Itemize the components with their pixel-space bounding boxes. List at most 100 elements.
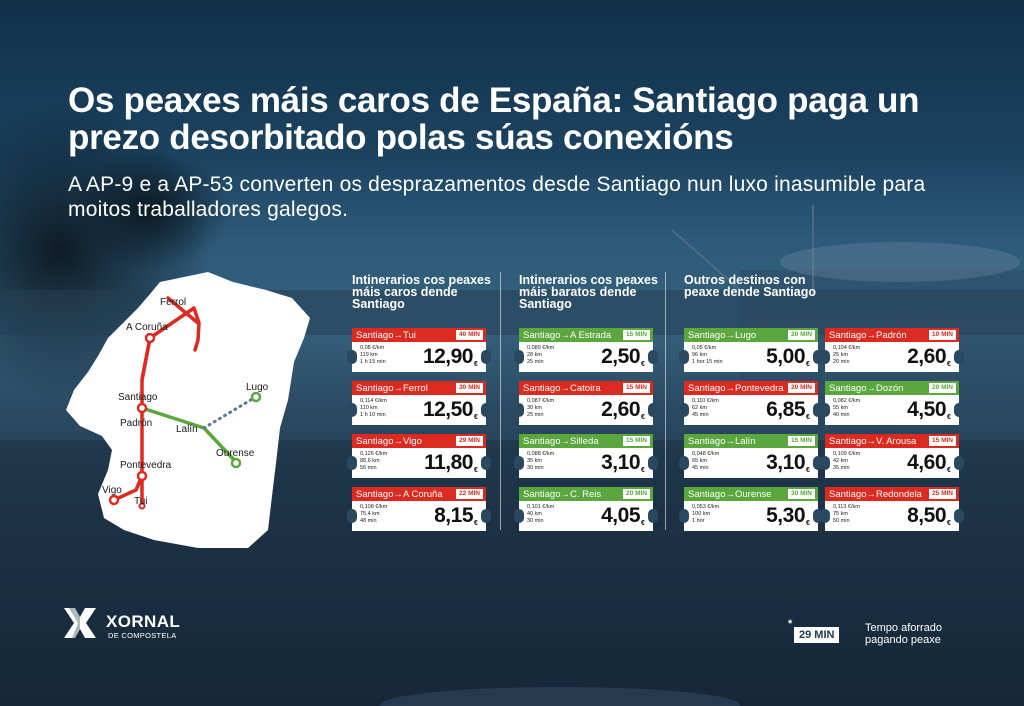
ticket-details: 0,087 €/km 30 km 25 min bbox=[527, 398, 554, 419]
ticket-notch bbox=[954, 403, 964, 417]
ticket-currency: € bbox=[806, 467, 810, 474]
route-ap53-lalin bbox=[140, 406, 206, 430]
x-logo-icon bbox=[64, 608, 96, 638]
ticket-details: 0,114 €/km 110 km 1 h 10 min bbox=[360, 398, 387, 419]
ticket-body: 0,08 €/km 119 km 1 h 15 min 12,90 € bbox=[347, 342, 491, 372]
ticket-header: Santiago→Lugo 20 MIN bbox=[684, 328, 818, 342]
ticket-cost-per-km: 0,048 €/km bbox=[692, 451, 720, 457]
legend-asterisk: * bbox=[788, 618, 793, 630]
ticket-cost-per-km: 0,082 €/km bbox=[833, 398, 861, 404]
city-label: Vigo bbox=[102, 485, 122, 496]
ticket-header: Santiago→Redondela 25 MIN bbox=[825, 487, 959, 501]
ticket-notch bbox=[347, 509, 357, 523]
ticket-route: Santiago→Silleda bbox=[523, 435, 599, 447]
ticket-header: Santiago→Silleda 15 MIN bbox=[519, 434, 653, 448]
ticket-header: Santiago→Padrón 10 MIN bbox=[825, 328, 959, 342]
ticket-minutes-badge: 20 MIN bbox=[929, 383, 956, 393]
ticket-notch bbox=[679, 509, 689, 523]
ticket-distance: 62 km bbox=[692, 405, 707, 411]
ticket-price: 6,85 bbox=[766, 398, 805, 421]
ticket-cost-per-km: 0,089 €/km bbox=[527, 345, 555, 351]
ticket-price: 4,05 bbox=[601, 504, 640, 527]
ticket-time: 25 min bbox=[527, 359, 544, 365]
ticket-body: 0,114 €/km 110 km 1 h 10 min 12,50 € bbox=[347, 395, 491, 425]
toll-ticket: Santiago→A Coruña 22 MIN 0,108 €/km 75,4 km… bbox=[347, 487, 491, 531]
ticket-notch bbox=[679, 456, 689, 470]
ticket-header: Santiago→Dozón 20 MIN bbox=[825, 381, 959, 395]
ticket-cost-per-km: 0,108 €/km bbox=[360, 504, 388, 510]
ticket-time: 30 min bbox=[527, 465, 544, 471]
ticket-body: 0,126 €/km 88,6 km 56 min 11,80 € bbox=[347, 448, 491, 478]
ticket-minutes-badge: 15 MIN bbox=[623, 436, 650, 446]
city-node-tui bbox=[138, 502, 146, 510]
ticket-header: Santiago→Lalín 15 MIN bbox=[684, 434, 818, 448]
ticket-route: Santiago→V. Arousa bbox=[829, 435, 917, 447]
ticket-price: 5,30 bbox=[766, 504, 805, 527]
page-title: Os peaxes máis caros de España: Santiago… bbox=[68, 81, 920, 157]
ticket-time: 20 min bbox=[833, 359, 850, 365]
ticket-header: Santiago→V. Arousa 15 MIN bbox=[825, 434, 959, 448]
ticket-notch bbox=[813, 456, 823, 470]
ticket-price: 4,50 bbox=[907, 398, 946, 421]
ticket-distance: 55 km bbox=[833, 405, 848, 411]
ticket-body: 0,101 €/km 40 km 30 min 4,05 € bbox=[514, 501, 658, 531]
city-label: Pontevedra bbox=[120, 460, 172, 471]
ticket-price: 11,80 bbox=[424, 451, 473, 474]
ticket-notch bbox=[514, 509, 524, 523]
ticket-body: 0,089 €/km 28 km 25 min 2,50 € bbox=[514, 342, 658, 372]
ticket-header: Santiago→C. Reis 20 MIN bbox=[519, 487, 653, 501]
ticket-notch bbox=[954, 456, 964, 470]
ticket-notch bbox=[813, 403, 823, 417]
ticket-header: Santiago→Ferrol 30 MIN bbox=[352, 381, 486, 395]
ticket-body: 0,110 €/km 62 km 45 min 6,85 € bbox=[679, 395, 823, 425]
toll-ticket: Santiago→Redondela 25 MIN 0,113 €/km 75 km 5… bbox=[820, 487, 964, 531]
ticket-notch bbox=[679, 350, 689, 364]
ticket-distance: 42 km bbox=[833, 458, 848, 464]
ticket-distance: 28 km bbox=[527, 352, 542, 358]
ticket-distance: 100 km bbox=[692, 511, 711, 517]
ticket-currency: € bbox=[947, 414, 951, 421]
ticket-body: 0,082 €/km 55 km 40 min 4,50 € bbox=[820, 395, 964, 425]
ticket-distance: 88,6 km bbox=[360, 458, 380, 464]
city-label: Ferrol bbox=[160, 297, 186, 308]
ticket-currency: € bbox=[641, 520, 645, 527]
ticket-header: Santiago→Catoira 15 MIN bbox=[519, 381, 653, 395]
ticket-cost-per-km: 0,087 €/km bbox=[527, 398, 555, 404]
ticket-notch bbox=[481, 509, 491, 523]
ticket-distance: 40 km bbox=[527, 511, 542, 517]
ticket-route: Santiago→Ferrol bbox=[356, 382, 428, 394]
city-label: Tui bbox=[134, 496, 148, 507]
ticket-notch bbox=[481, 456, 491, 470]
ticket-notch bbox=[648, 350, 658, 364]
ticket-body: 0,087 €/km 30 km 25 min 2,60 € bbox=[514, 395, 658, 425]
ticket-time: 35 min bbox=[833, 465, 850, 471]
ticket-time: 1 h 15 min bbox=[360, 359, 386, 365]
ticket-header: Santiago→Pontevedra 20 MIN bbox=[684, 381, 818, 395]
ticket-body: 0,05 €/km 96 km 1 hor 15 min 5,00 € bbox=[679, 342, 823, 372]
ticket-details: 0,048 €/km 65 km 45 min bbox=[692, 451, 719, 472]
ticket-time: 1 h 10 min bbox=[360, 412, 386, 418]
ticket-route: Santiago→C. Reis bbox=[523, 488, 602, 500]
ticket-price: 3,10 bbox=[766, 451, 805, 474]
city-node-pontevedra bbox=[136, 470, 148, 482]
column-divider bbox=[665, 272, 666, 530]
ticket-price: 4,60 bbox=[907, 451, 946, 474]
ticket-currency: € bbox=[474, 414, 478, 421]
ticket-details: 0,089 €/km 28 km 25 min bbox=[527, 345, 554, 366]
ticket-price: 5,00 bbox=[766, 345, 805, 368]
ticket-price: 2,60 bbox=[601, 398, 640, 421]
ticket-body: 0,109 €/km 42 km 35 min 4,60 € bbox=[820, 448, 964, 478]
ticket-currency: € bbox=[641, 361, 645, 368]
city-label: Lugo bbox=[246, 382, 269, 393]
ticket-time: 45 min bbox=[692, 465, 709, 471]
ticket-minutes-badge: 20 MIN bbox=[623, 489, 650, 499]
toll-ticket: Santiago→A Estrada 15 MIN 0,089 €/km 28 km 2… bbox=[514, 328, 658, 372]
toll-ticket: Santiago→Pontevedra 20 MIN 0,110 €/km 62 km… bbox=[679, 381, 823, 425]
ticket-currency: € bbox=[947, 361, 951, 368]
ticket-cost-per-km: 0,05 €/km bbox=[692, 345, 717, 351]
ticket-header: Santiago→A Coruña 22 MIN bbox=[352, 487, 486, 501]
ticket-route: Santiago→Pontevedra bbox=[688, 382, 784, 394]
ticket-distance: 96 km bbox=[692, 352, 707, 358]
xornal-logo: XORNAL DE COMPOSTELA bbox=[62, 606, 202, 646]
ticket-cost-per-km: 0,104 €/km bbox=[833, 345, 861, 351]
